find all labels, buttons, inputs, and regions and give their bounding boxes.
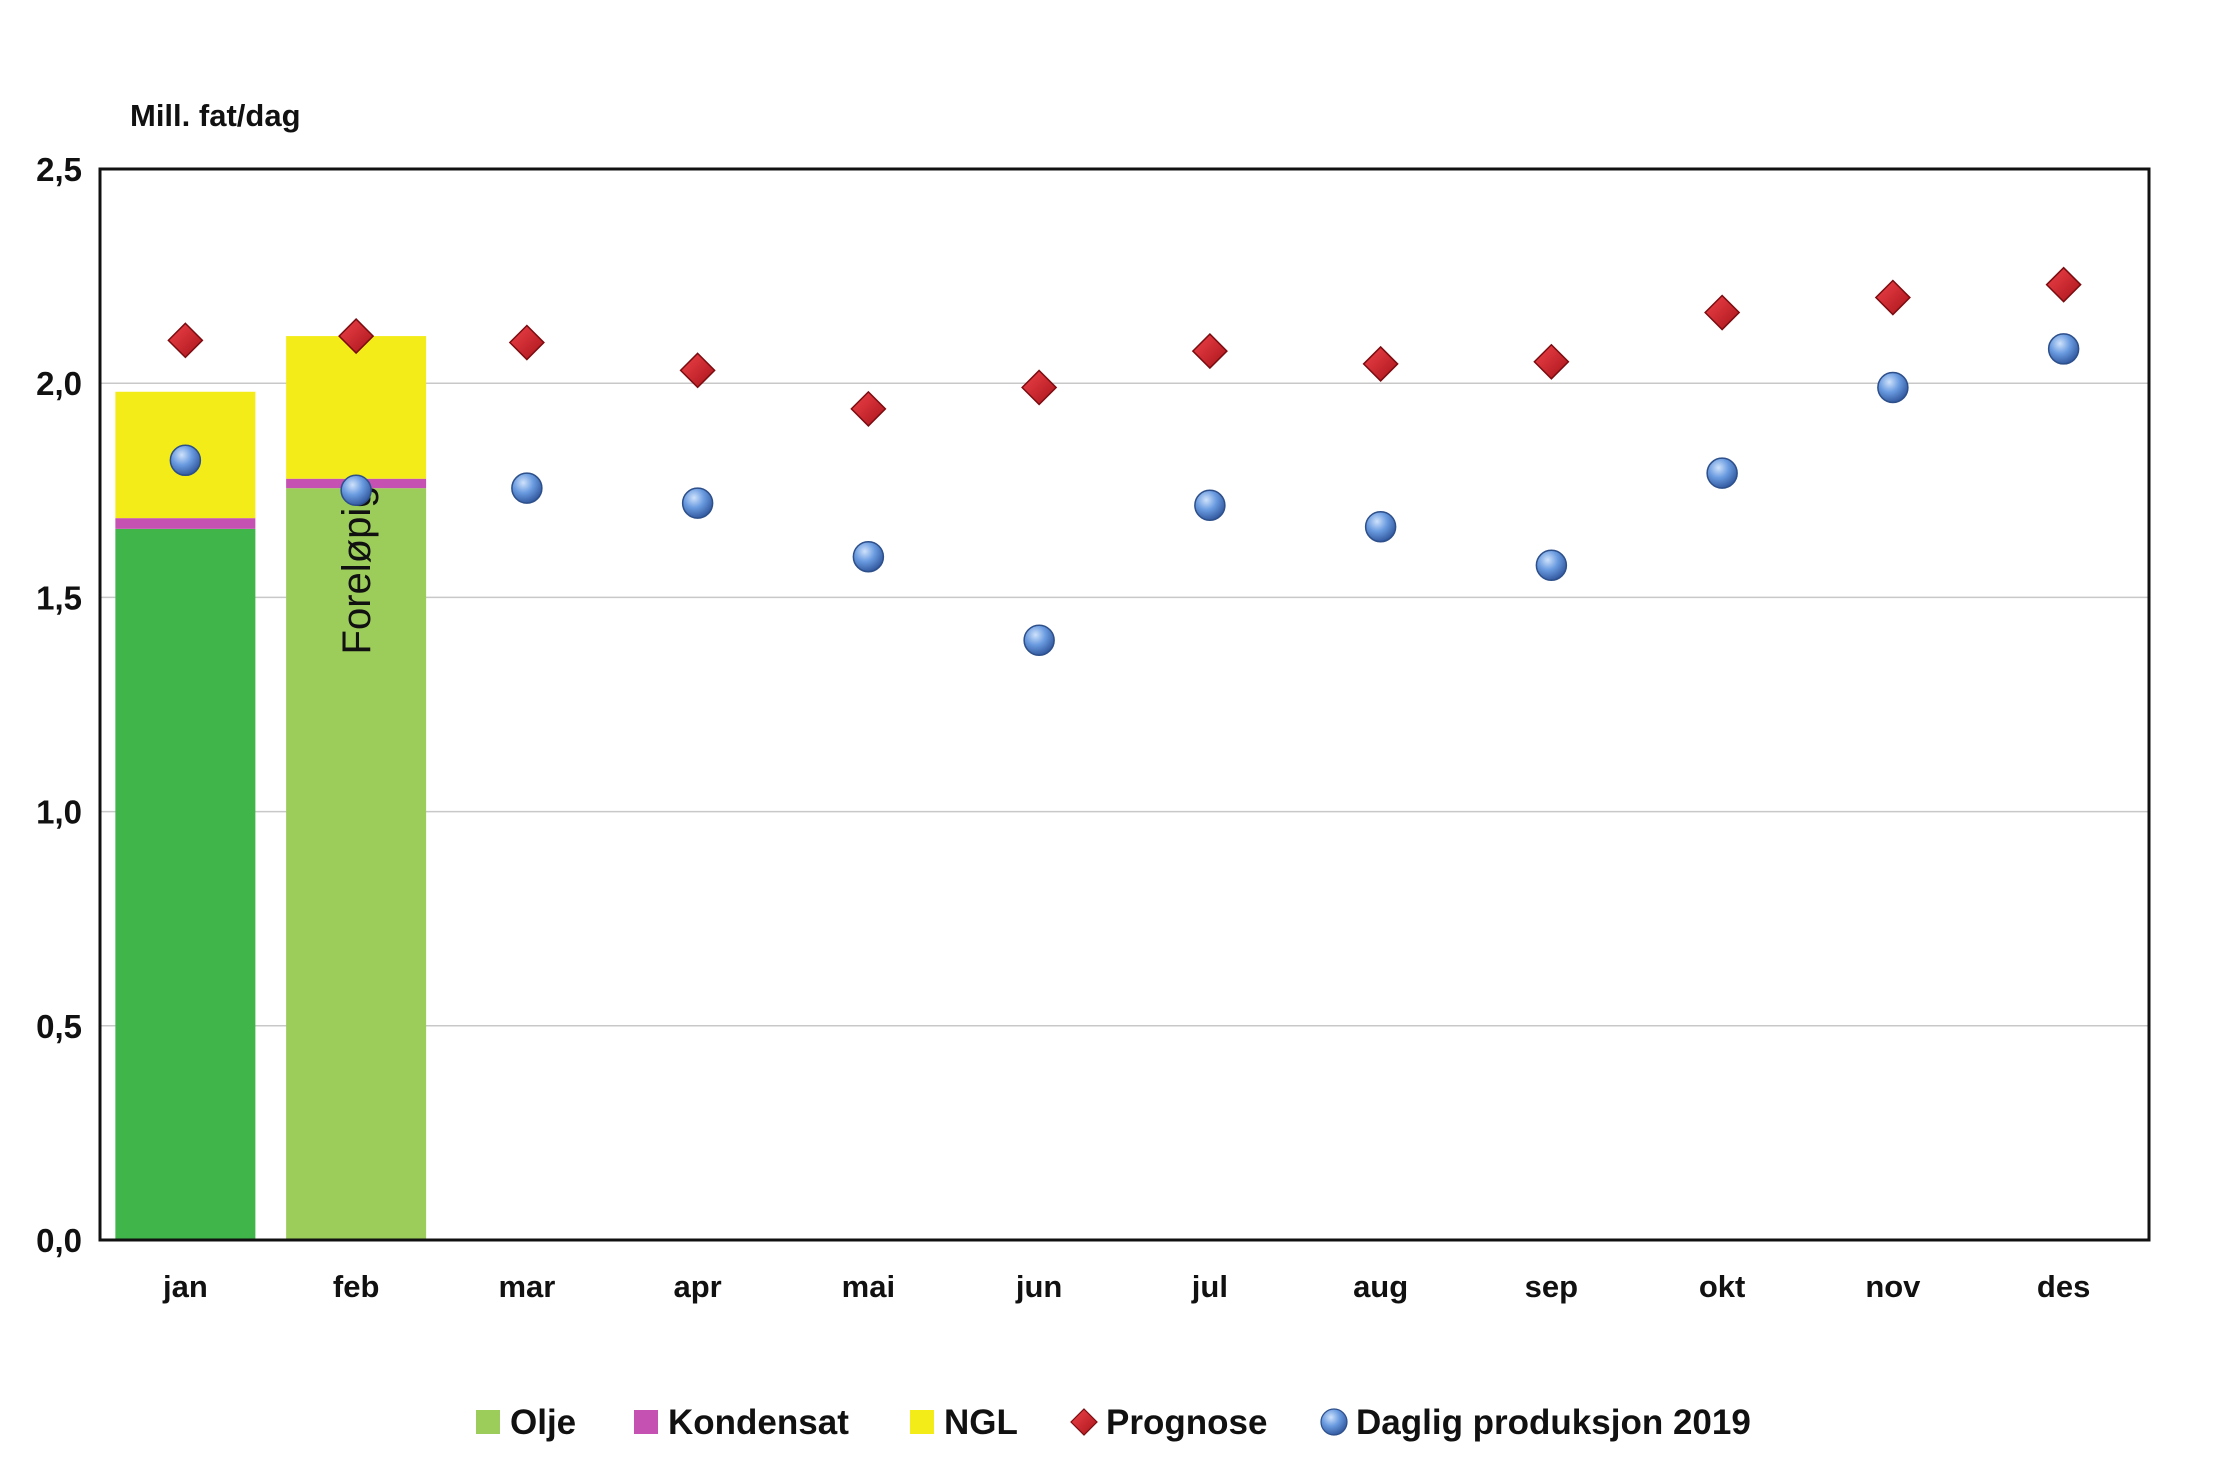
production-point bbox=[1877, 371, 1909, 404]
prognose-point bbox=[508, 324, 545, 361]
production-point bbox=[1194, 489, 1226, 522]
prognose-point bbox=[679, 352, 716, 389]
bar-segment-olje bbox=[115, 528, 256, 1240]
production-point bbox=[511, 472, 543, 504]
legend-label-ngl: NGL bbox=[944, 1403, 1018, 1442]
bar-annotation: Foreløpig bbox=[335, 486, 379, 655]
prognose-point bbox=[338, 318, 375, 355]
y-unit-label: Mill. fat/dag bbox=[130, 98, 301, 133]
x-tick-label: jan bbox=[162, 1269, 208, 1304]
x-tick-label: jul bbox=[1191, 1269, 1228, 1304]
production-point bbox=[681, 487, 714, 519]
legend-label-daglig-produksjon: Daglig produksjon 2019 bbox=[1356, 1403, 1751, 1442]
legend-label-olje: Olje bbox=[510, 1403, 576, 1442]
x-tick-label: aug bbox=[1353, 1269, 1408, 1304]
x-tick-label: okt bbox=[1699, 1269, 1746, 1304]
x-tick-label: mar bbox=[498, 1269, 555, 1304]
production-point bbox=[2047, 333, 2080, 365]
prognose-point bbox=[1704, 294, 1741, 331]
prognose-point bbox=[1191, 333, 1228, 370]
gridlines bbox=[100, 382, 2149, 1027]
y-tick-label: 0,5 bbox=[36, 1008, 82, 1045]
x-tick-label: mai bbox=[842, 1269, 895, 1304]
legend-swatch-prognose bbox=[1070, 1408, 1098, 1436]
prognose-point bbox=[1362, 345, 1399, 382]
prognose-point bbox=[2045, 266, 2082, 303]
prognose-point bbox=[850, 390, 887, 427]
production-point bbox=[1364, 510, 1397, 543]
y-tick-label: 1,0 bbox=[36, 794, 82, 831]
plot-area-frame bbox=[98, 167, 2151, 1242]
bar-segment-olje bbox=[286, 488, 427, 1241]
y-tick-label: 2,5 bbox=[36, 151, 82, 188]
production-point bbox=[340, 474, 372, 507]
legend-label-kondensat: Kondensat bbox=[668, 1403, 849, 1442]
legend-swatch-olje bbox=[476, 1410, 500, 1434]
prognose-point bbox=[167, 322, 204, 359]
y-axis-ticks: 0,0 0,5 1,0 1,5 2,0 2,5 bbox=[36, 151, 82, 1259]
y-tick-label: 0,0 bbox=[36, 1222, 82, 1259]
production-point bbox=[169, 444, 202, 477]
y-tick-label: 2,0 bbox=[36, 365, 82, 402]
legend-label-prognose: Prognose bbox=[1106, 1403, 1267, 1442]
prognose-point bbox=[1021, 369, 1058, 406]
x-tick-label: feb bbox=[333, 1269, 380, 1304]
x-tick-label: nov bbox=[1865, 1269, 1921, 1304]
bar-segment-kondensat bbox=[115, 518, 256, 529]
legend-swatch-ngl bbox=[910, 1410, 934, 1434]
x-tick-label: sep bbox=[1525, 1269, 1578, 1304]
y-tick-label: 1,5 bbox=[36, 579, 82, 616]
x-tick-label: apr bbox=[674, 1269, 722, 1304]
prognose-point bbox=[1874, 279, 1911, 316]
production-point bbox=[1023, 624, 1055, 656]
bar-segment-ngl bbox=[286, 336, 427, 479]
x-axis-ticks: jan feb mar apr mai jun jul aug sep okt nov des bbox=[162, 1269, 2090, 1304]
stacked-bars bbox=[115, 336, 427, 1241]
production-point bbox=[1535, 549, 1568, 582]
point-series bbox=[167, 266, 2082, 656]
prognose-point bbox=[1533, 343, 1570, 380]
legend: Olje Kondensat NGL Prognose Daglig produksjo… bbox=[476, 1403, 1751, 1442]
legend-swatch-daglig-produksjon bbox=[1320, 1408, 1348, 1436]
x-tick-label: jun bbox=[1015, 1269, 1063, 1304]
legend-swatch-kondensat bbox=[634, 1410, 658, 1434]
production-point bbox=[852, 540, 885, 573]
x-tick-label: des bbox=[2037, 1269, 2090, 1304]
production-point bbox=[1706, 457, 1738, 489]
